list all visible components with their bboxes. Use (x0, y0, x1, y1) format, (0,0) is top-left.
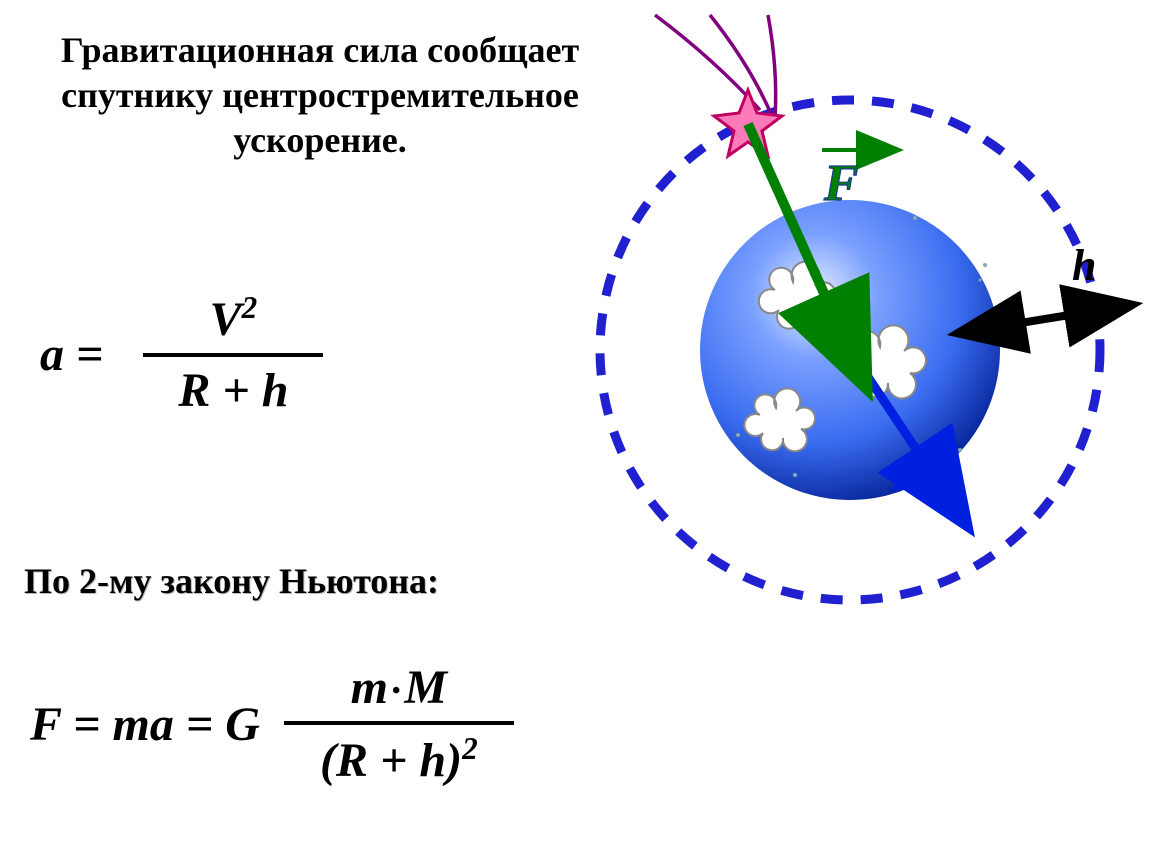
formula-a-fraction: V2 R + h (143, 290, 323, 418)
label-R: R (889, 451, 919, 500)
formula-acceleration: a = V2 R + h (40, 290, 323, 418)
fraction-bar (284, 721, 514, 725)
formula-f-lhs: F = ma = G (30, 697, 260, 752)
satellite-trails (655, 15, 776, 118)
speck (979, 279, 982, 282)
formula-f-denominator: (R + h)2 (284, 731, 514, 788)
formula-a-numerator: V2 (143, 290, 323, 347)
fraction-bar (143, 353, 323, 357)
formula-f-numerator: m•M (284, 660, 514, 715)
newton-law-label: По 2-му закону Ньютона: (24, 560, 439, 602)
orbit-diagram: R h F (560, 20, 1140, 600)
formula-a-lhs: a = (40, 327, 103, 382)
speck (736, 433, 740, 437)
speck (913, 216, 917, 220)
satellite-star (714, 90, 782, 156)
label-F: F (823, 155, 859, 212)
altitude-arrow (1002, 312, 1088, 326)
diagram-svg: R h F (560, 20, 1140, 600)
formula-force: F = ma = G m•M (R + h)2 (30, 660, 514, 788)
formula-a-denominator: R + h (143, 363, 323, 418)
speck (958, 448, 962, 452)
speck (983, 263, 987, 267)
label-h: h (1072, 241, 1096, 290)
speck (793, 473, 797, 477)
formula-f-fraction: m•M (R + h)2 (284, 660, 514, 788)
title-text: Гравитационная сила сообщает спутнику це… (60, 28, 580, 163)
